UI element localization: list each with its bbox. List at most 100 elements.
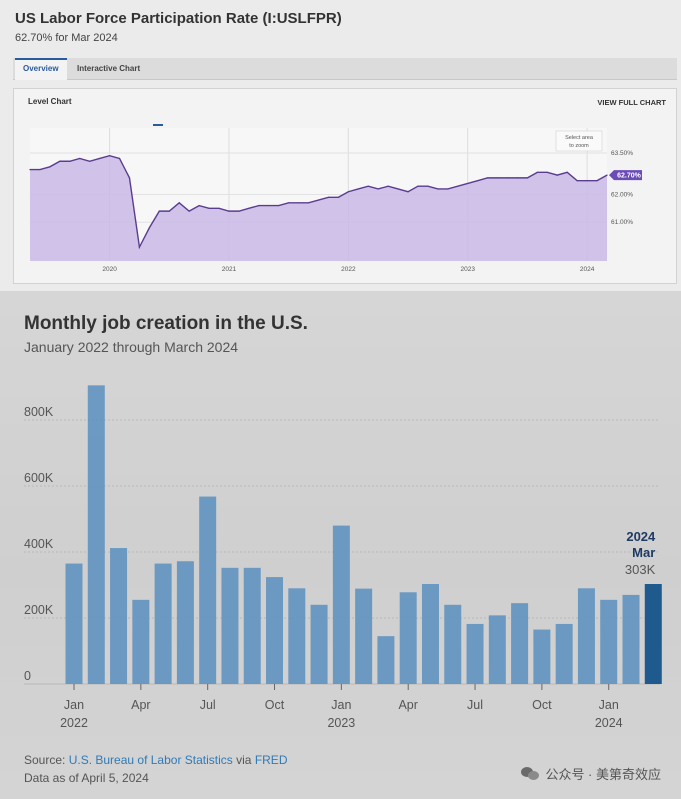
data-point-2023-09 (546, 171, 548, 173)
y-tick-label: 800K (24, 405, 54, 419)
data-point-2021-06 (278, 204, 280, 207)
bar-jan-2022 (65, 563, 83, 684)
bar-dec-2022 (310, 604, 328, 684)
data-point-2020-04 (138, 246, 141, 248)
data-point-2021-02 (238, 210, 240, 212)
job-creation-panel: Monthly job creation in the U.S. January… (0, 291, 681, 799)
data-point-2023-03 (487, 177, 489, 179)
data-point-2019-11 (89, 160, 91, 162)
job-creation-bar-chart: 0 200K 400K 600K 800K Jan 2022 Apr Jul Oct Jan 2023… (24, 385, 662, 730)
x-tick-label: 2023 (460, 266, 475, 273)
x-tick-label: 2022 (341, 266, 356, 273)
data-point-2019-06 (39, 168, 41, 171)
data-point-2023-11 (566, 171, 568, 173)
chart-title: Monthly job creation in the U.S. (24, 313, 308, 334)
data-point-2020-12 (218, 207, 220, 209)
data-point-2021-11 (327, 196, 330, 198)
fred-link[interactable]: FRED (254, 753, 288, 767)
bar-feb-2023 (355, 588, 373, 684)
bar-sep-2023 (511, 603, 529, 684)
data-point-2023-07 (526, 177, 529, 179)
bar-apr-2023 (399, 592, 417, 684)
data-point-2022-06 (397, 188, 399, 190)
data-point-2023-02 (477, 180, 479, 182)
page-title: US Labor Force Participation Rate (I:USL… (15, 10, 342, 27)
data-point-2022-02 (357, 188, 359, 190)
data-point-2021-08 (298, 202, 300, 204)
bar-oct-2022 (266, 577, 284, 684)
y-tick-label: 400K (24, 537, 54, 551)
data-point-2024-02 (596, 180, 598, 182)
zoom-hint: Select area to zoom (555, 130, 603, 152)
data-point-2020-07 (168, 210, 170, 212)
data-point-2023-01 (467, 182, 469, 185)
source-via: via (232, 753, 255, 767)
watermark-text: 公众号 · 美第奇效应 (545, 767, 661, 782)
data-point-2020-01 (108, 155, 111, 157)
data-point-2021-07 (288, 202, 290, 204)
bar-aug-2023 (488, 615, 506, 684)
data-point-2022-07 (407, 191, 409, 193)
bar-apr-2022 (132, 599, 150, 684)
y-tick-label: 0 (24, 669, 31, 683)
data-point-2024-01 (586, 180, 588, 182)
data-point-2022-08 (417, 185, 419, 187)
data-point-2019-10 (79, 157, 81, 160)
bar-mar-2022 (110, 548, 128, 684)
data-point-2024-03 (606, 174, 608, 176)
y-tick-label: 200K (24, 603, 54, 617)
callout-month: Mar (632, 545, 655, 560)
tab-interactive-chart[interactable]: Interactive Chart (77, 64, 141, 73)
x-tick-month: Jul (467, 698, 483, 712)
data-point-2019-08 (59, 160, 61, 162)
bar-dec-2023 (577, 588, 595, 684)
participation-rate-chart[interactable]: 1M3M6MYTD1Y3Y5Y10YMAX 202020212022202320… (0, 0, 681, 291)
current-value-label: 62.70% (617, 173, 642, 180)
latest-value-subtitle: 62.70% for Mar 2024 (15, 32, 118, 44)
x-tick-label: 2024 (580, 266, 595, 273)
callout-year: 2024 (626, 529, 656, 544)
data-point-2020-03 (128, 177, 131, 179)
callout-value: 303K (625, 562, 656, 577)
data-point-2023-10 (556, 174, 558, 176)
bar-jan-2023 (332, 525, 350, 684)
x-tick-month: Apr (398, 698, 417, 712)
bar-nov-2022 (288, 588, 306, 684)
data-point-2021-05 (268, 204, 270, 207)
data-point-2022-10 (437, 188, 439, 190)
bar-nov-2023 (555, 623, 573, 684)
data-point-2021-03 (248, 207, 250, 209)
x-tick-year: 2023 (327, 716, 355, 730)
bar-mar-2024 (644, 584, 662, 684)
bar-aug-2022 (221, 567, 239, 684)
y-tick-label: 62.00% (611, 192, 633, 199)
bar-feb-2022 (87, 385, 105, 684)
x-tick-year: 2022 (60, 716, 88, 730)
data-point-2022-11 (447, 188, 449, 190)
y-tick-label: 600K (24, 471, 54, 485)
data-point-2022-01 (347, 191, 349, 193)
data-point-2019-09 (69, 160, 71, 162)
tab-overview[interactable]: Overview (15, 58, 67, 80)
source-note: Source: U.S. Bureau of Labor Statistics … (24, 753, 287, 767)
bar-oct-2023 (533, 629, 551, 684)
bar-jun-2022 (176, 561, 194, 684)
bls-link[interactable]: U.S. Bureau of Labor Statistics (68, 753, 233, 767)
data-point-2022-09 (427, 185, 429, 187)
bar-jun-2023 (444, 604, 462, 684)
view-full-chart-link[interactable]: VIEW FULL CHART (597, 98, 666, 107)
x-tick-month: Apr (131, 698, 150, 712)
x-tick-year: 2024 (595, 716, 623, 730)
x-tick-label: 2021 (222, 266, 237, 273)
chart-subtitle: January 2022 through March 2024 (24, 339, 239, 355)
data-point-2023-04 (496, 177, 499, 179)
data-point-2020-06 (158, 210, 160, 212)
data-point-2021-09 (307, 202, 310, 204)
data-as-of-note: Data as of April 5, 2024 (24, 771, 149, 785)
bar-jul-2022 (199, 496, 217, 684)
bar-mar-2023 (377, 636, 395, 684)
x-tick-month: Jan (599, 698, 619, 712)
x-tick-month: Oct (532, 698, 552, 712)
data-point-2020-11 (208, 207, 210, 209)
data-point-2023-05 (506, 177, 509, 179)
